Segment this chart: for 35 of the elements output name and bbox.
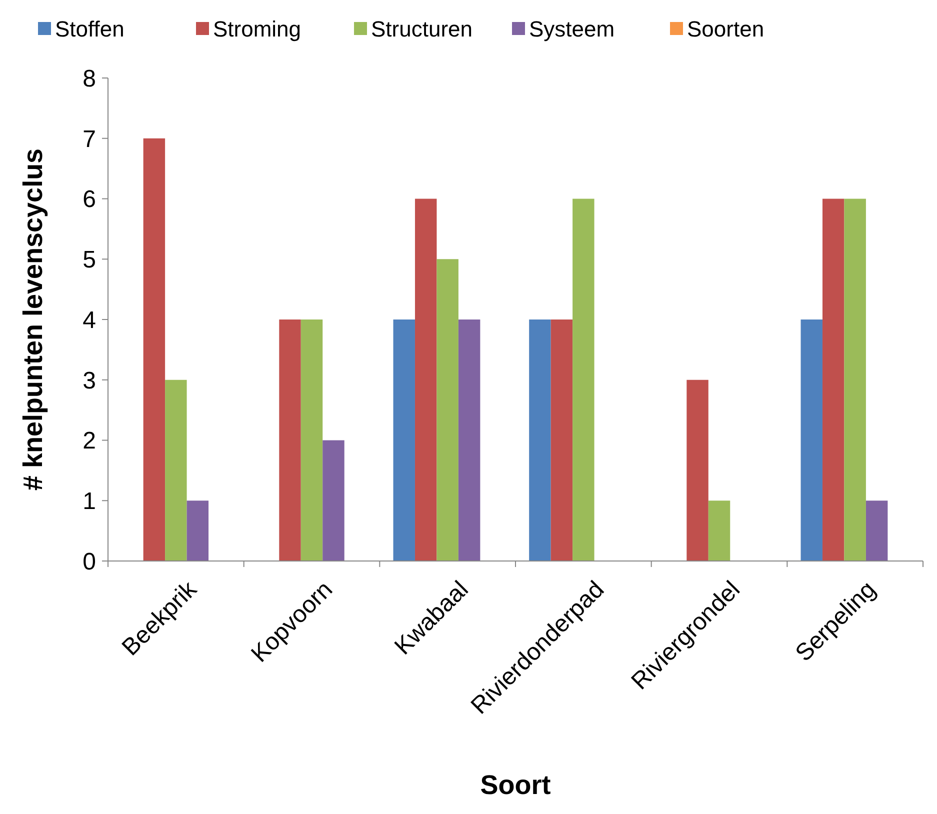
y-tick-label: 0 bbox=[82, 548, 96, 576]
bar bbox=[708, 500, 730, 561]
bar bbox=[279, 320, 301, 561]
x-axis-title: Soort bbox=[480, 770, 551, 800]
bar bbox=[572, 198, 594, 561]
bar bbox=[414, 198, 437, 561]
bar bbox=[529, 320, 551, 561]
bar bbox=[844, 198, 866, 561]
legend-label: Systeem bbox=[529, 16, 615, 42]
bar bbox=[866, 500, 888, 561]
y-tick-label: 1 bbox=[82, 488, 96, 516]
y-axis-title: # knelpunten levenscyclus bbox=[18, 148, 48, 491]
y-tick-label: 2 bbox=[82, 428, 96, 455]
y-tick-label: 4 bbox=[82, 306, 96, 334]
y-tick-label: 7 bbox=[82, 126, 96, 153]
y-tick-label: 3 bbox=[82, 367, 96, 394]
bar bbox=[686, 380, 708, 561]
bar bbox=[822, 198, 844, 561]
bar bbox=[458, 320, 480, 561]
legend-label: Stoffen bbox=[55, 16, 124, 42]
y-tick-label: 5 bbox=[82, 246, 96, 274]
y-tick-label: 8 bbox=[82, 65, 96, 92]
legend-label: Soorten bbox=[687, 16, 764, 42]
bar bbox=[186, 500, 209, 561]
bar bbox=[393, 320, 415, 561]
bar bbox=[300, 320, 323, 561]
bar bbox=[436, 259, 458, 561]
legend-label: Stroming bbox=[213, 16, 302, 42]
bar bbox=[800, 320, 822, 561]
y-tick-label: 6 bbox=[82, 186, 96, 214]
legend-label: Structuren bbox=[371, 16, 472, 42]
bar bbox=[165, 380, 187, 561]
bar bbox=[550, 320, 573, 561]
bar bbox=[322, 440, 344, 561]
bar bbox=[143, 138, 166, 561]
